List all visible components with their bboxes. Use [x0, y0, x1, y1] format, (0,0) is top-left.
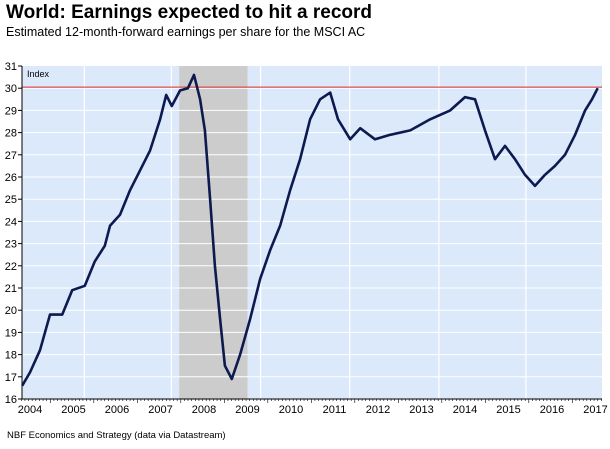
series-line-eps — [21, 73, 599, 387]
y-tick-label: 24 — [5, 216, 17, 228]
x-tick-label: 2013 — [409, 404, 433, 416]
y-tick-label: 29 — [5, 105, 17, 117]
x-tick-label: 2004 — [18, 404, 42, 416]
y-tick-label: 28 — [5, 128, 17, 140]
y-tick-label: 26 — [5, 172, 17, 184]
y-tick-label: 27 — [5, 150, 17, 162]
y-tick-label: 21 — [5, 283, 17, 295]
y-tick-label: 22 — [5, 261, 17, 273]
x-tick-label: 2015 — [496, 404, 520, 416]
x-tick-label: 2005 — [61, 404, 85, 416]
y-tick-label: 18 — [5, 350, 17, 362]
x-tick-label: 2016 — [540, 404, 564, 416]
x-tick-label: 2012 — [366, 404, 390, 416]
x-tick-label: 2009 — [235, 404, 259, 416]
x-tick-label: 2008 — [192, 404, 216, 416]
y-tick-label: 19 — [5, 327, 17, 339]
chart-subtitle: Estimated 12-month-forward earnings per … — [6, 25, 366, 39]
y-tick-label: 31 — [5, 61, 17, 73]
y-tick-label: 25 — [5, 194, 17, 206]
y-tick-label: 23 — [5, 239, 17, 251]
y-tick-label: 16 — [5, 394, 17, 406]
y-tick-label: 30 — [5, 83, 17, 95]
source-note: NBF Economics and Strategy (data via Dat… — [7, 430, 226, 441]
chart-title: World: Earnings expected to hit a record — [6, 2, 372, 23]
plot-background — [22, 66, 602, 399]
x-tick-label: 2010 — [279, 404, 303, 416]
y-tick-label: 20 — [5, 305, 17, 317]
x-tick-label: 2007 — [148, 404, 172, 416]
x-tick-label: 2017 — [583, 404, 607, 416]
x-tick-label: 2011 — [323, 404, 347, 416]
y-axis-unit-label: Index — [27, 69, 50, 79]
x-tick-label: 2006 — [105, 404, 129, 416]
y-tick-label: 17 — [5, 372, 17, 384]
x-tick-label: 2014 — [453, 404, 477, 416]
